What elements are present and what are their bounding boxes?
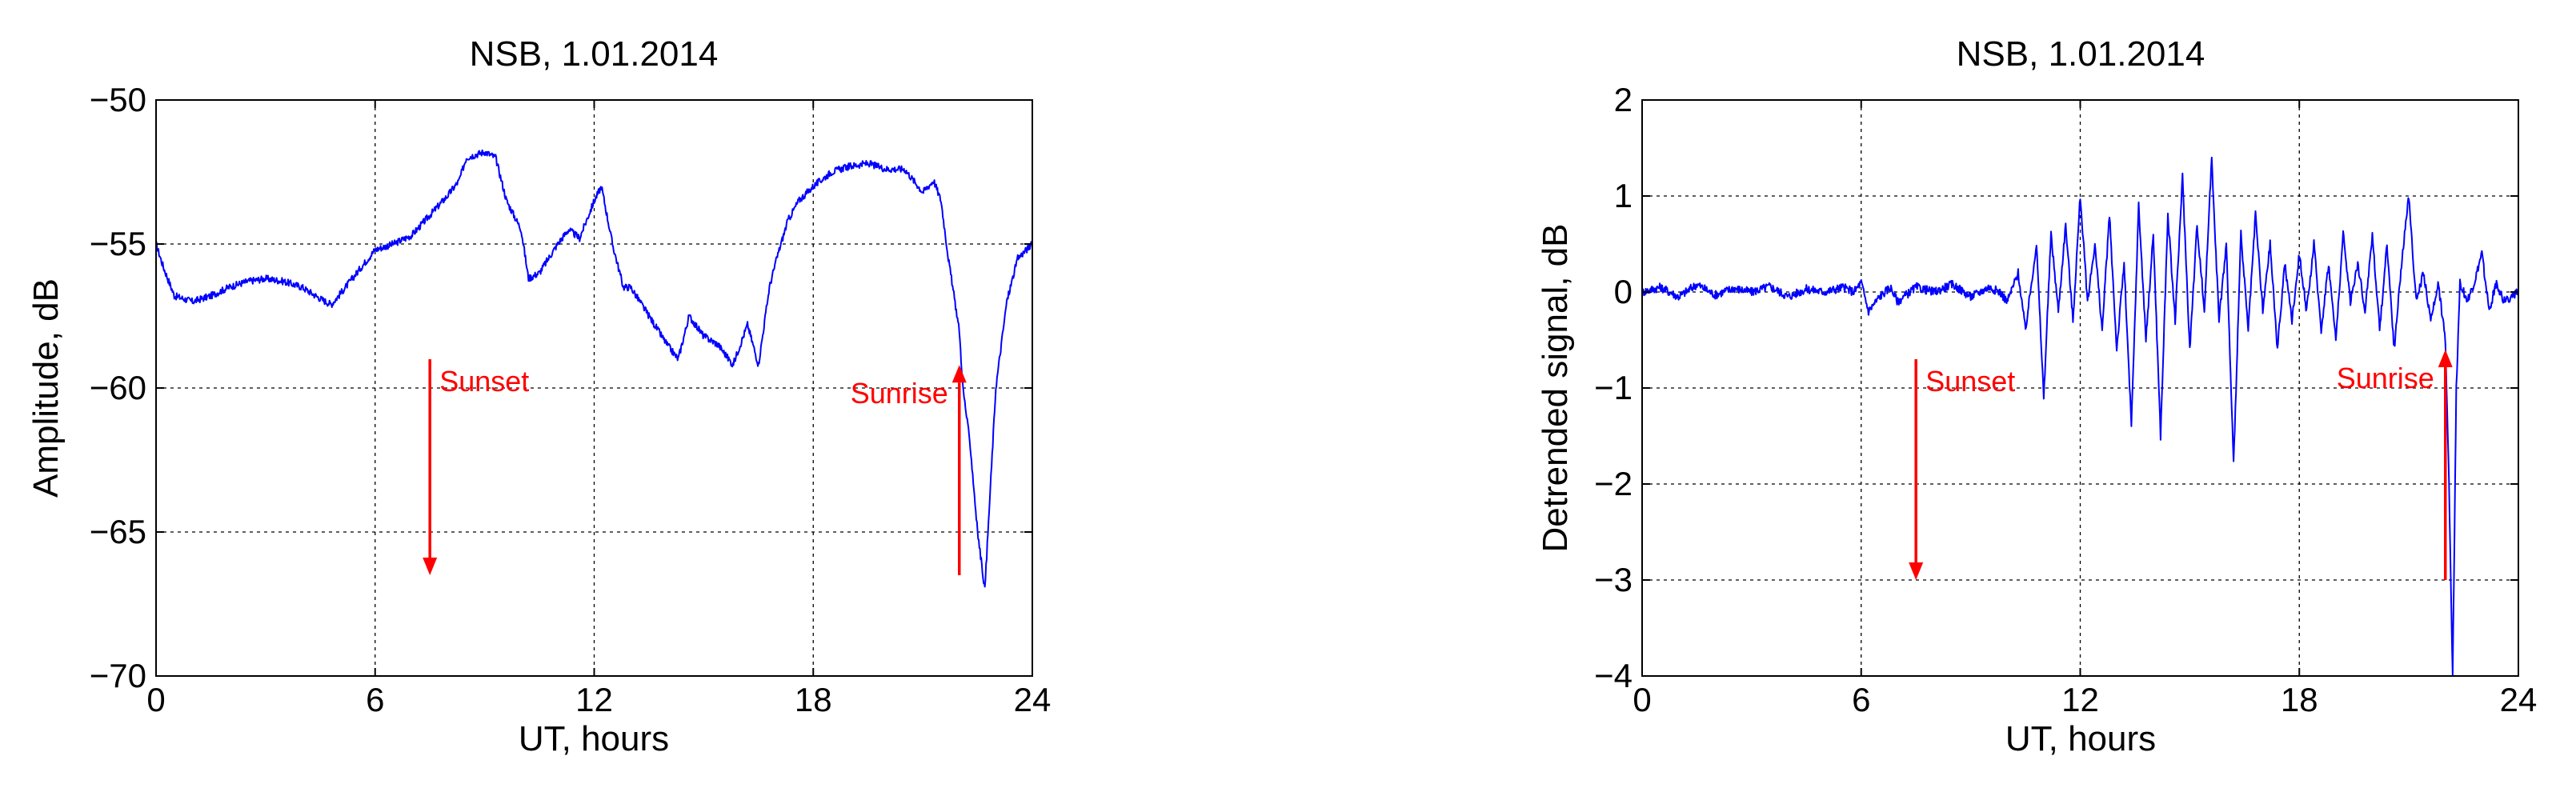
amplitude-gridlines: [156, 100, 1032, 676]
detrended-y-tick-label: 2: [1614, 81, 1633, 118]
sunset-label: Sunset: [439, 365, 529, 398]
amplitude-x-tick-label: 12: [575, 681, 613, 718]
detrended-x-tick-label: 6: [1852, 681, 1870, 718]
amplitude-chart: 0 6 12 18 24 −50 −55 −60 −65 −70 Sunset Sunrise NS…: [26, 34, 1051, 758]
detrended-plot-frame: [1641, 99, 2519, 677]
amplitude-signal-line: [156, 149, 1032, 588]
detrended-signal-line: [1642, 156, 2518, 676]
detrended-y-axis-label: Detrended signal, dB: [1536, 224, 1575, 553]
detrended-y-tick-label: 0: [1614, 273, 1633, 310]
detrended-y-tick-label: −1: [1594, 369, 1633, 406]
amplitude-y-tick-label: −70: [90, 657, 146, 694]
sunset-arrow-head: [1909, 562, 1924, 580]
amplitude-annotations: Sunset Sunrise: [423, 359, 967, 575]
sunrise-label: Sunrise: [851, 377, 948, 410]
detrended-y-tick-label: −3: [1594, 561, 1633, 598]
detrended-chart: 0 6 12 18 24 2 1 0 −1 −2 −3 −4 Sunset Sunrise NSB, 1…: [1536, 34, 2537, 758]
amplitude-y-tick-label: −50: [90, 81, 146, 118]
detrended-x-tick-label: 0: [1633, 681, 1651, 718]
amplitude-x-tick-label: 0: [146, 681, 165, 718]
detrended-annotations: Sunset Sunrise: [1909, 350, 2453, 580]
detrended-y-tick-label: 1: [1614, 177, 1633, 214]
amplitude-trace: [156, 149, 1032, 588]
amplitude-x-tick-label: 18: [795, 681, 832, 718]
detrended-y-tick-label: −2: [1594, 465, 1633, 502]
amplitude-ticks: 0 6 12 18 24 −50 −55 −60 −65 −70: [90, 81, 1052, 718]
amplitude-chart-title: NSB, 1.01.2014: [470, 34, 719, 74]
detrended-gridlines: [1642, 100, 2518, 676]
amplitude-x-axis-label: UT, hours: [519, 719, 669, 758]
sunrise-arrow-head: [951, 365, 967, 383]
detrended-x-axis-label: UT, hours: [2005, 719, 2156, 758]
amplitude-x-tick-label: 24: [1014, 681, 1052, 718]
amplitude-y-tick-label: −55: [90, 225, 146, 262]
sunrise-label: Sunrise: [2337, 362, 2434, 394]
sunset-label: Sunset: [1925, 365, 2015, 398]
detrended-trace: [1642, 156, 2518, 676]
detrended-x-tick-label: 24: [2500, 681, 2538, 718]
amplitude-y-axis-label: Amplitude, dB: [26, 278, 66, 498]
amplitude-y-tick-label: −65: [90, 513, 146, 550]
detrended-y-tick-label: −4: [1594, 657, 1633, 694]
sunset-arrow-head: [423, 558, 438, 575]
detrended-ticks: 0 6 12 18 24 2 1 0 −1 −2 −3 −4: [1594, 81, 2537, 718]
amplitude-x-tick-label: 6: [366, 681, 384, 718]
detrended-chart-title: NSB, 1.01.2014: [1957, 34, 2205, 74]
detrended-x-tick-label: 12: [2061, 681, 2099, 718]
detrended-x-tick-label: 18: [2281, 681, 2318, 718]
amplitude-y-tick-label: −60: [90, 369, 146, 406]
amplitude-plot-frame: [155, 99, 1033, 677]
sunrise-arrow-head: [2438, 350, 2453, 367]
